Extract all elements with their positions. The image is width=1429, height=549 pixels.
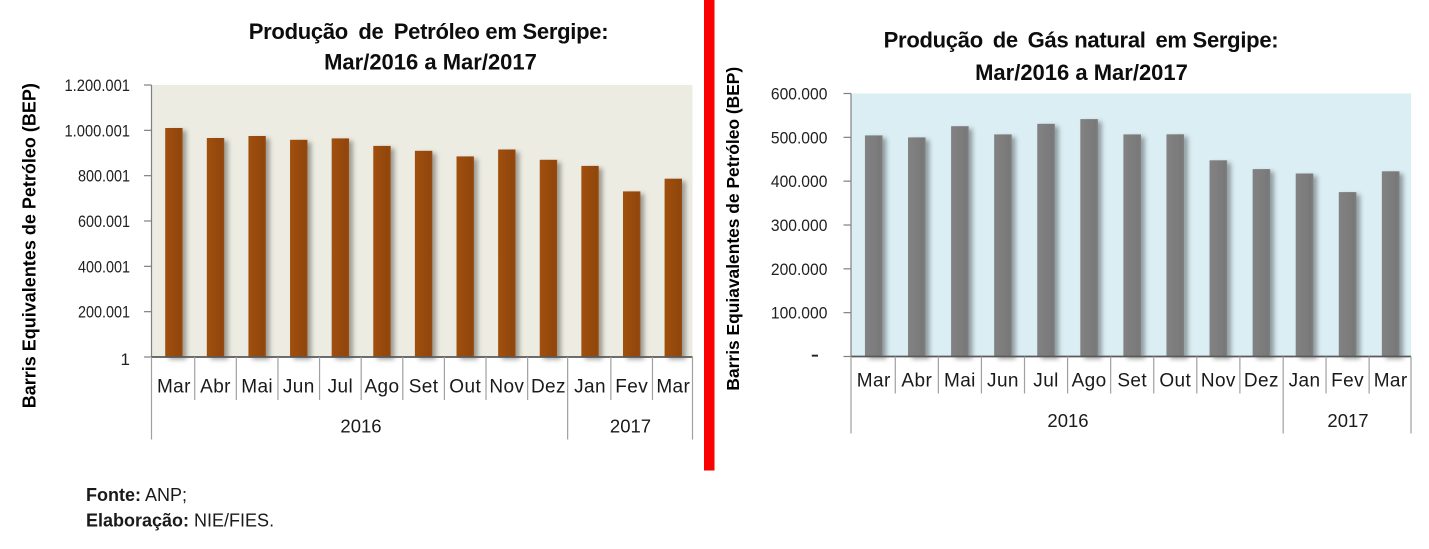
svg-text:Set: Set [1117,371,1147,392]
svg-text:Fonte: ANP;: Fonte: ANP; [86,485,187,505]
svg-text:Dez: Dez [531,377,566,398]
svg-text:2017: 2017 [1327,410,1368,431]
svg-text:200.000: 200.000 [771,260,828,279]
svg-text:Mar/2016 a Mar/2017: Mar/2016 a Mar/2017 [324,49,537,74]
svg-text:2016: 2016 [340,416,381,437]
svg-text:100.000: 100.000 [771,304,828,323]
svg-text:Barris Equivalentes de Petróle: Barris Equivalentes de Petróleo (BEP) [20,83,40,408]
svg-text:Mar: Mar [1374,371,1408,392]
svg-text:Mar/2016 a Mar/2017: Mar/2016 a Mar/2017 [975,60,1188,85]
svg-text:200.001: 200.001 [78,303,130,322]
svg-text:Mai: Mai [241,377,273,398]
svg-text:2017: 2017 [610,416,651,437]
svg-text:Produção de Gás natural em Ser: Produção de Gás natural em Sergipe: [884,28,1279,53]
svg-text:Mar: Mar [157,377,191,398]
svg-text:Jun: Jun [987,371,1019,392]
svg-text:1.000.001: 1.000.001 [65,121,131,140]
svg-text:Out: Out [449,377,481,398]
svg-text:1: 1 [121,350,130,369]
svg-text:Jun: Jun [283,377,315,398]
svg-text:1.200.001: 1.200.001 [65,76,131,95]
svg-text:Jul: Jul [328,377,354,398]
svg-text:600.000: 600.000 [771,85,828,104]
svg-text:Set: Set [409,377,439,398]
svg-text:Produção de Petróleo em Sergip: Produção de Petróleo em Sergipe: [249,19,609,44]
svg-text:Mai: Mai [944,371,976,392]
svg-text:Jan: Jan [574,377,606,398]
svg-text:300.000: 300.000 [771,216,828,235]
svg-text:Mar: Mar [857,371,891,392]
svg-text:2016: 2016 [1047,410,1088,431]
svg-text:Ago: Ago [1072,371,1107,392]
svg-text:Elaboração: NIE/FIES.: Elaboração: NIE/FIES. [86,511,274,531]
svg-text:400.000: 400.000 [771,172,828,191]
svg-text:Fev: Fev [1331,371,1364,392]
svg-text:Jul: Jul [1033,371,1059,392]
svg-text:400.001: 400.001 [78,257,130,276]
svg-text:Dez: Dez [1244,371,1279,392]
svg-text:500.000: 500.000 [771,128,828,147]
svg-text:Abr: Abr [901,371,932,392]
svg-text:Ago: Ago [364,377,399,398]
svg-text:Mar: Mar [656,377,690,398]
svg-text:Abr: Abr [200,377,231,398]
svg-text:Out: Out [1159,371,1191,392]
svg-text:Nov: Nov [489,377,524,398]
svg-text:Fev: Fev [615,377,648,398]
svg-text:600.001: 600.001 [78,212,130,231]
svg-text:Barris Equiavalentes de Petról: Barris Equiavalentes de Petróleo (BEP) [723,67,743,391]
svg-text:800.001: 800.001 [78,167,130,186]
svg-text:Jan: Jan [1289,371,1321,392]
svg-text:Nov: Nov [1201,371,1236,392]
